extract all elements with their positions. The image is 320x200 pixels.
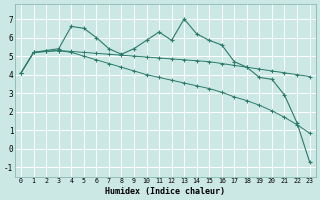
- X-axis label: Humidex (Indice chaleur): Humidex (Indice chaleur): [105, 187, 225, 196]
